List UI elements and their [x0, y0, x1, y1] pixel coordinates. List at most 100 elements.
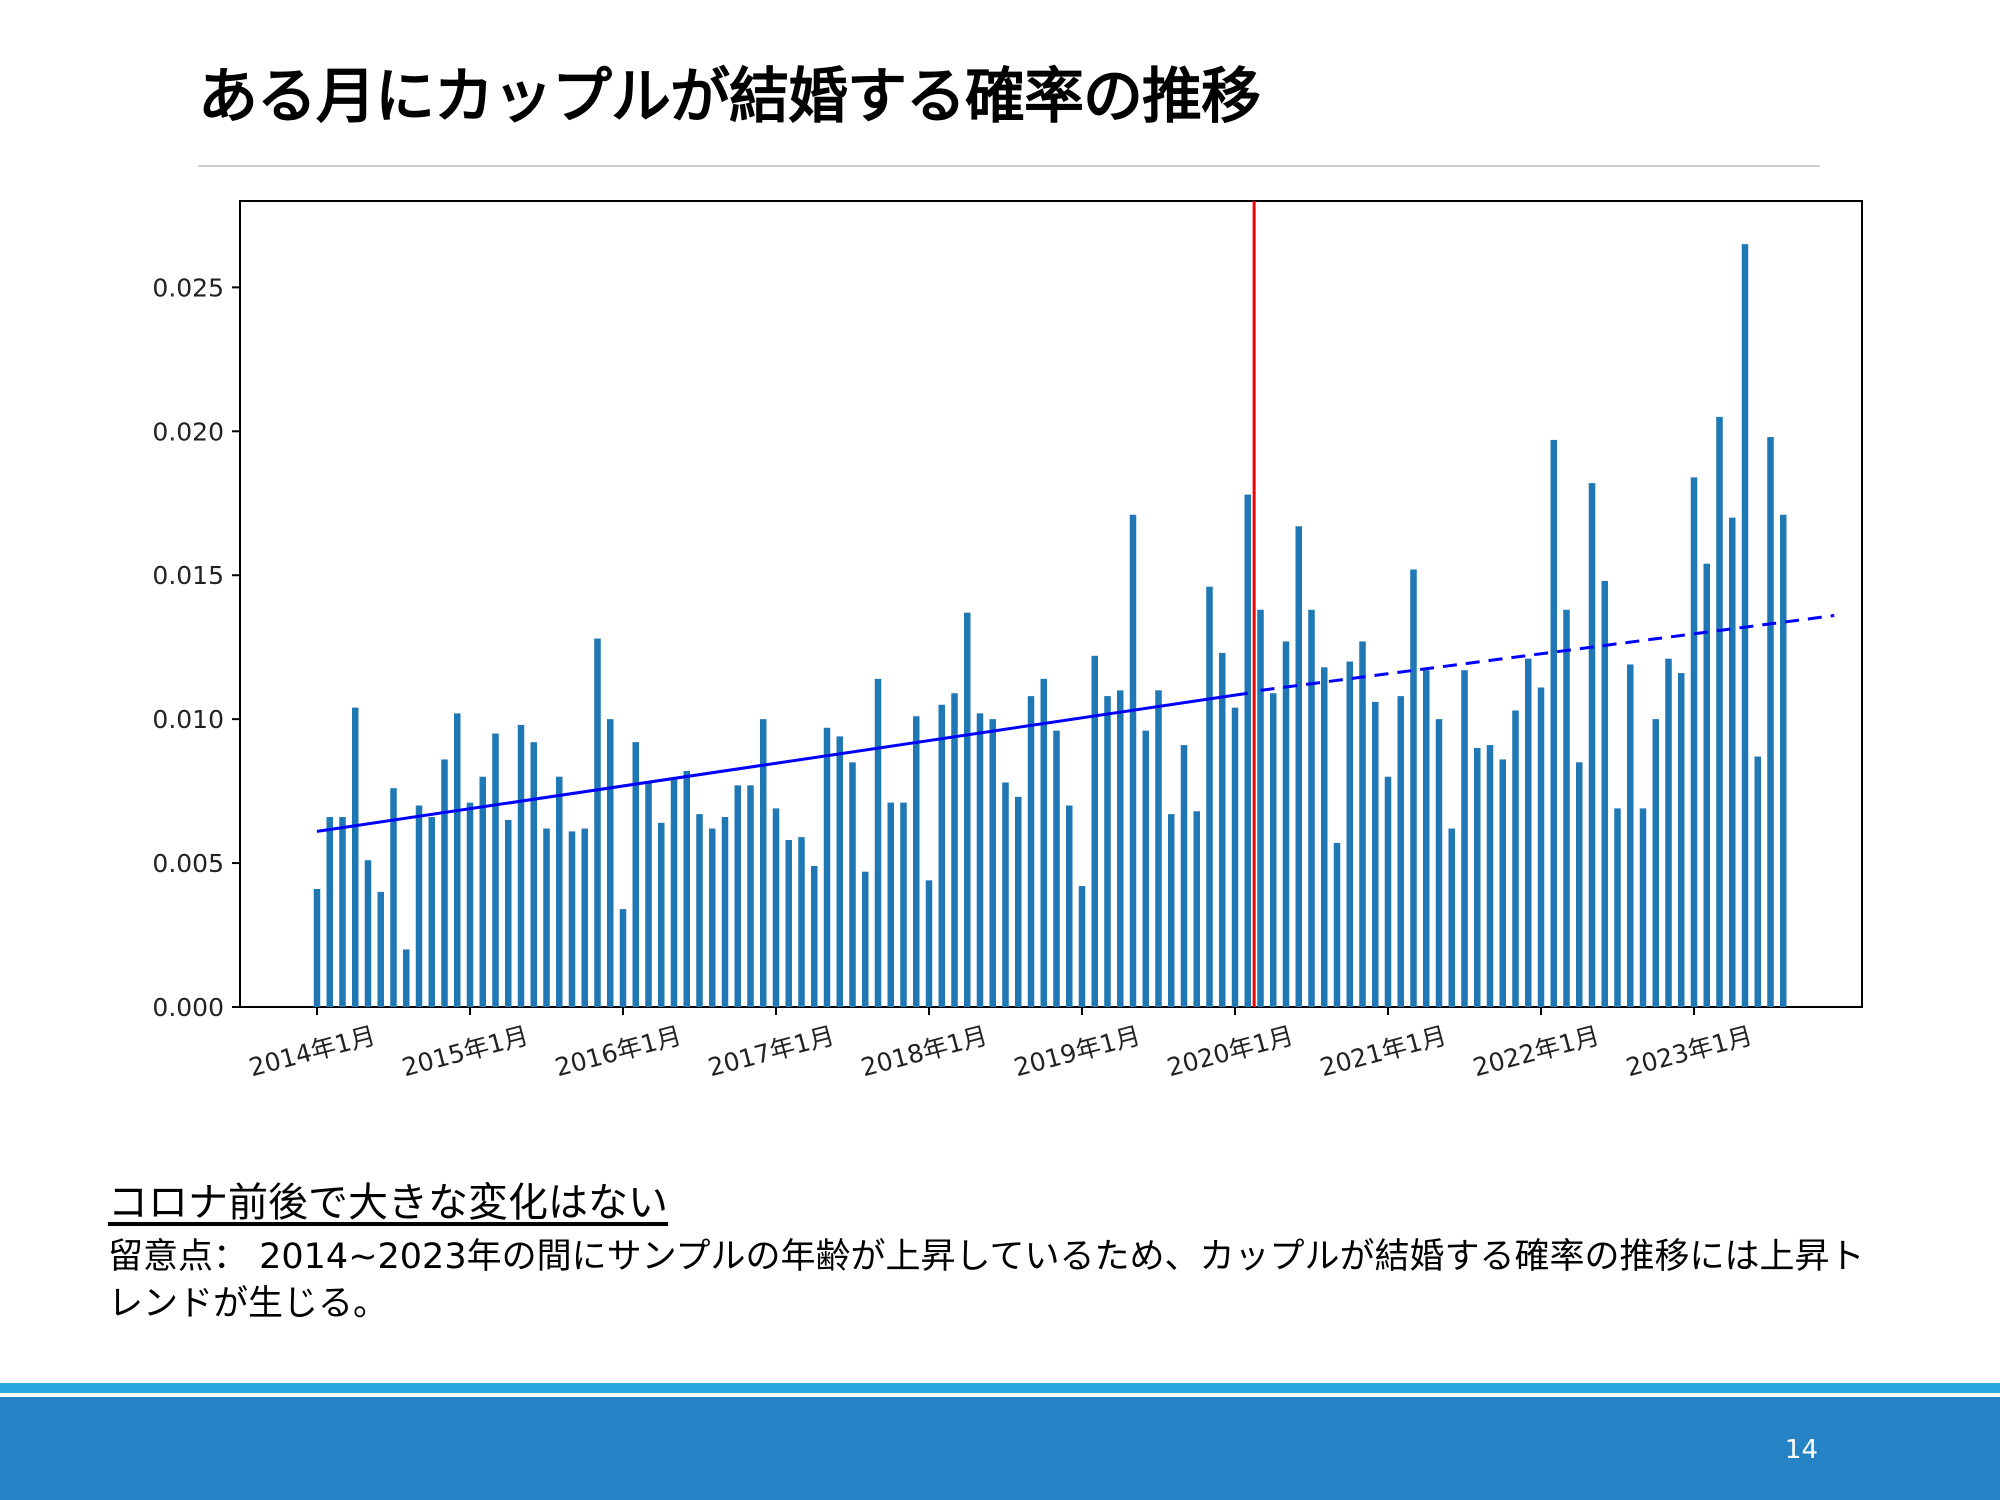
bar	[466, 802, 474, 1007]
bar	[1588, 483, 1596, 1008]
bar	[734, 785, 741, 1007]
bar	[415, 805, 423, 1007]
x-tick-label: 2020年1月	[1164, 1021, 1297, 1083]
bar	[1537, 687, 1545, 1007]
bar	[1474, 747, 1481, 1007]
bars-group	[313, 244, 1787, 1008]
bar	[976, 713, 984, 1007]
bar	[492, 733, 499, 1007]
y-tick-label: 0.015	[152, 561, 224, 590]
x-tick-label: 2017年1月	[705, 1021, 838, 1083]
bar	[658, 822, 665, 1007]
bar	[454, 713, 461, 1007]
bar	[900, 802, 907, 1007]
x-tick-label: 2016年1月	[552, 1021, 685, 1083]
bar	[696, 814, 703, 1007]
bar	[377, 891, 384, 1007]
bar	[670, 779, 678, 1007]
x-axis: 2014年1月 2015年1月 2016年1月 2017年1月 2018年1月 2019年…	[246, 1007, 1756, 1082]
bar	[1321, 667, 1328, 1007]
bar	[530, 742, 537, 1007]
bar	[594, 638, 601, 1007]
bar	[1716, 416, 1723, 1007]
y-tick-label: 0.025	[152, 273, 224, 302]
bar	[556, 776, 563, 1007]
x-tick-label: 2018年1月	[858, 1021, 991, 1083]
x-tick-label: 2022年1月	[1470, 1021, 1603, 1083]
bar	[798, 837, 805, 1007]
bar	[1601, 580, 1608, 1007]
bar	[1780, 514, 1787, 1007]
slide-title: ある月にカップルが結婚する確率の推移	[198, 62, 1261, 132]
bar	[1231, 707, 1239, 1007]
bar	[1703, 563, 1710, 1007]
bar	[1270, 693, 1277, 1007]
bar	[1499, 759, 1506, 1007]
bar	[925, 880, 933, 1007]
bar	[1078, 886, 1086, 1007]
bar	[1066, 805, 1073, 1007]
y-axis: 0.000 0.005 0.010 0.015 0.020 0.025	[152, 273, 240, 1022]
bar	[1690, 477, 1698, 1008]
bar	[760, 719, 767, 1007]
bar	[1741, 244, 1749, 1007]
bar	[517, 724, 525, 1007]
bar	[1486, 745, 1494, 1007]
bar	[645, 782, 652, 1007]
bar	[1550, 439, 1557, 1007]
bar	[543, 828, 550, 1007]
bar	[1397, 696, 1404, 1007]
slide-number: 14	[1784, 1435, 1818, 1465]
bar	[1614, 808, 1621, 1007]
bar	[1219, 652, 1226, 1007]
bar	[1729, 517, 1736, 1007]
bar	[1678, 673, 1685, 1007]
bar	[785, 840, 792, 1007]
bar	[1027, 696, 1035, 1007]
bar	[1372, 701, 1379, 1007]
x-tick-label: 2015年1月	[399, 1021, 532, 1083]
bar	[683, 770, 690, 1007]
bar	[1767, 437, 1774, 1007]
plot-frame	[239, 200, 1863, 1008]
trend-line-after	[1260, 614, 1835, 692]
y-tick-label: 0.010	[152, 705, 224, 734]
x-tick-label: 2021年1月	[1317, 1021, 1450, 1083]
bar	[811, 865, 818, 1007]
bar	[849, 762, 856, 1007]
bar	[951, 693, 958, 1007]
bar	[1040, 678, 1047, 1007]
bar	[1155, 690, 1162, 1007]
note-body: 留意点： 2014~2023年の間にサンプルの年齢が上昇しているため、カップルが…	[108, 1237, 1865, 1324]
bar	[1015, 796, 1022, 1007]
bar	[1563, 609, 1570, 1007]
bar	[1117, 690, 1124, 1007]
bar	[1104, 696, 1111, 1007]
footer-bar	[0, 1397, 2000, 1500]
bar	[836, 736, 843, 1007]
title-divider	[198, 165, 1820, 167]
trend-line-before	[316, 691, 1248, 833]
bar	[441, 759, 448, 1007]
bar	[709, 828, 716, 1007]
bar	[1002, 782, 1009, 1007]
x-tick-label: 2023年1月	[1623, 1021, 1756, 1083]
bar	[1359, 641, 1366, 1007]
bar	[632, 742, 639, 1007]
bar	[1282, 641, 1290, 1007]
bar	[772, 808, 780, 1007]
bar	[1665, 658, 1672, 1007]
bar	[874, 678, 882, 1007]
bar	[747, 785, 754, 1007]
x-tick-label: 2019年1月	[1011, 1021, 1144, 1083]
bar	[1142, 730, 1149, 1007]
bar	[505, 819, 512, 1007]
bar	[1206, 586, 1213, 1007]
bar	[428, 817, 435, 1007]
bar	[1384, 776, 1392, 1007]
bar	[1346, 661, 1353, 1007]
bar	[1639, 808, 1647, 1007]
bar	[823, 727, 831, 1007]
bar	[1410, 569, 1417, 1007]
bar	[1333, 842, 1341, 1007]
